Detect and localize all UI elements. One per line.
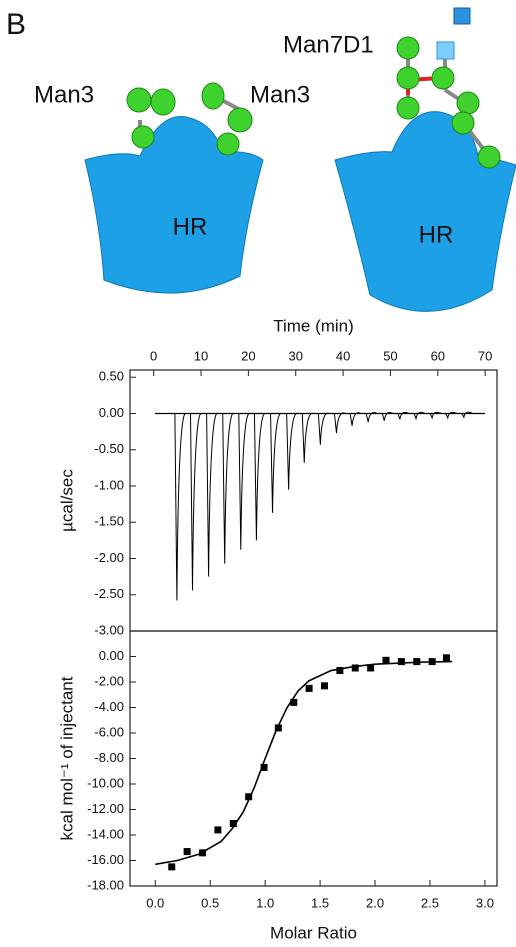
x-tick-label: 3.0 — [476, 895, 494, 910]
data-point — [442, 654, 450, 662]
injection-peak — [253, 412, 266, 541]
x-tick-label: 30 — [289, 348, 303, 363]
x-tick-label: 2.5 — [421, 895, 439, 910]
glycan-cube — [436, 41, 455, 60]
glycan-right — [396, 36, 501, 169]
x-tick-label: 0.5 — [201, 895, 219, 910]
glycan-cube — [453, 7, 471, 25]
glycan-left — [126, 82, 253, 156]
x-axis-label: Time (min) — [273, 316, 354, 335]
data-point — [274, 724, 282, 732]
glycan-label: Man3 — [34, 81, 94, 108]
core-label: HR — [173, 213, 208, 240]
x-tick-label: 50 — [383, 348, 397, 363]
data-point — [229, 820, 237, 828]
y-tick-label: -1.50 — [94, 514, 124, 529]
x-tick-label: 2.0 — [366, 895, 384, 910]
data-point — [183, 848, 191, 856]
data-point — [290, 698, 298, 706]
y-tick-label: -3.00 — [94, 622, 124, 637]
y-tick-label: -0.50 — [94, 441, 124, 456]
glycan-label: Man7D1 — [283, 31, 374, 58]
injection-peak — [397, 411, 410, 420]
data-point — [397, 658, 405, 666]
y-axis-label: µcal/sec — [57, 469, 76, 532]
panel-label: B — [6, 8, 26, 41]
x-tick-label: 20 — [241, 348, 255, 363]
data-point — [351, 664, 359, 672]
injection-peak — [301, 412, 314, 463]
y-tick-label: 0.00 — [99, 405, 124, 420]
y-tick-label: -2.50 — [94, 586, 124, 601]
y-tick-label: -2.00 — [94, 550, 124, 565]
injection-peak — [222, 412, 235, 564]
y-tick-label: -18.00 — [87, 877, 124, 892]
y-tick-label: -1.00 — [94, 477, 124, 492]
injection-peak — [333, 412, 346, 434]
x-axis-label: Molar Ratio — [270, 923, 357, 942]
data-point — [168, 863, 176, 871]
y-tick-label: -10.00 — [87, 775, 124, 790]
fit-curve — [155, 660, 452, 866]
x-tick-label: 70 — [478, 348, 492, 363]
injection-peak — [461, 411, 474, 419]
data-point — [214, 826, 222, 834]
x-tick-label: 40 — [336, 348, 350, 363]
x-tick-label: 1.5 — [311, 895, 329, 910]
injection-peak — [429, 411, 442, 420]
data-point — [320, 682, 328, 690]
y-tick-label: -2.00 — [94, 673, 124, 688]
x-tick-label: 0.0 — [146, 895, 164, 910]
y-tick-label: -6.00 — [94, 724, 124, 739]
y-tick-label: 0.00 — [99, 648, 124, 663]
plot-frame — [129, 369, 498, 632]
injection-peak — [190, 412, 202, 591]
y-tick-label: -4.00 — [94, 699, 124, 714]
injection-peak — [381, 411, 394, 421]
injection-peak — [445, 411, 457, 420]
y-tick-label: 0.50 — [99, 369, 124, 384]
data-point — [245, 793, 253, 801]
x-tick-label: 0 — [150, 348, 157, 363]
injection-peak — [238, 412, 251, 550]
glycan-label: Man3 — [250, 81, 310, 108]
y-tick-label: -16.00 — [87, 852, 124, 867]
data-point — [382, 656, 390, 664]
y-tick-label: -14.00 — [87, 826, 124, 841]
injection-peak — [365, 412, 378, 423]
injection-peak — [317, 412, 330, 445]
injection-peak — [270, 412, 282, 513]
injection-peak — [206, 412, 219, 577]
hr-shape — [334, 111, 516, 312]
injection-peak — [349, 412, 362, 426]
data-point — [367, 664, 375, 672]
x-tick-label: 1.0 — [256, 895, 274, 910]
data-point — [336, 667, 344, 675]
injection-peak — [286, 412, 298, 490]
x-tick-label: 10 — [194, 348, 208, 363]
core-label: HR — [419, 221, 454, 248]
data-point — [260, 763, 268, 771]
injection-peak — [174, 412, 187, 601]
x-tick-label: 60 — [431, 348, 445, 363]
y-tick-label: -8.00 — [94, 750, 124, 765]
data-point — [305, 684, 313, 692]
injection-peak — [413, 411, 426, 421]
plot-frame — [129, 630, 498, 887]
y-tick-label: -12.00 — [87, 801, 124, 816]
y-axis-label: kcal mol⁻¹ of injectant — [57, 676, 76, 840]
